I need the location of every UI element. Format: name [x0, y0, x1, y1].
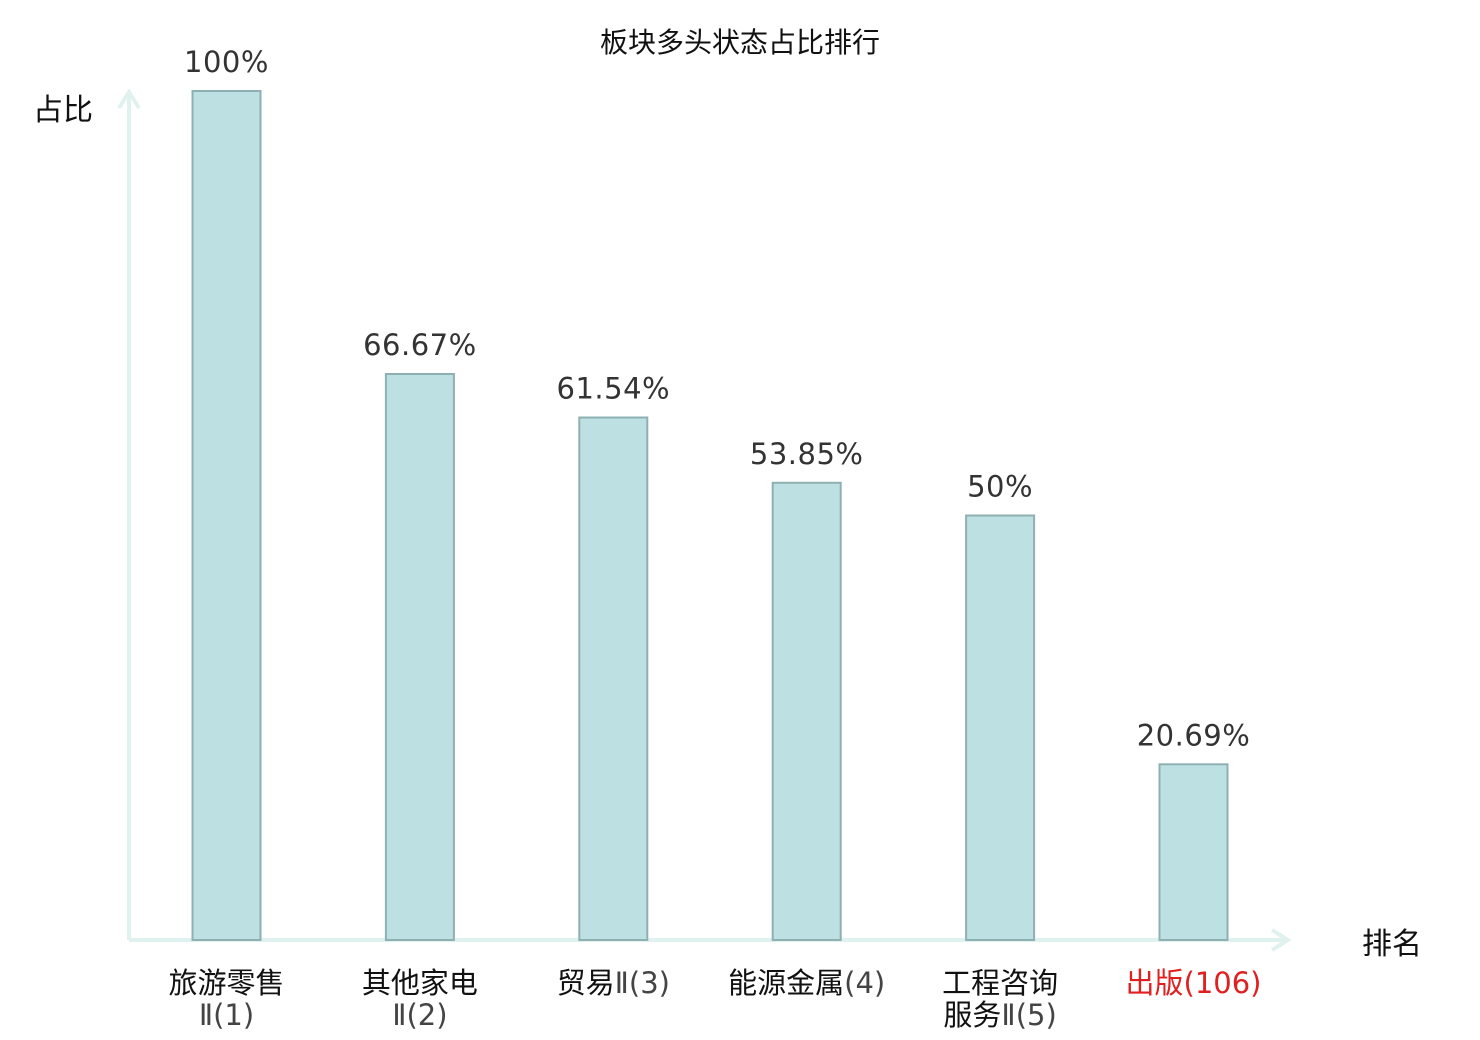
bar	[1158, 763, 1229, 941]
category-label: Ⅱ(1)	[199, 998, 254, 1032]
value-labels-group: 100% 66.67% 61.54% 53.85% 50% 20.69%	[184, 45, 1250, 752]
bar-value-label: 100%	[184, 45, 269, 79]
bar-value-label: 50%	[967, 470, 1033, 504]
category-name: 出版	[1126, 966, 1184, 1000]
category-label: 其他家电	[362, 966, 478, 1000]
bar	[965, 514, 1036, 941]
category-rank: Ⅱ(5)	[1001, 998, 1056, 1032]
bar	[384, 373, 455, 941]
x-axis-arrow	[1270, 928, 1292, 952]
category-rank: Ⅱ(1)	[199, 998, 254, 1032]
category-rank: Ⅱ(2)	[392, 998, 447, 1032]
category-rank: (106)	[1184, 966, 1262, 1000]
bar	[771, 481, 842, 941]
bar-value-label: 53.85%	[750, 437, 864, 471]
category-label: 能源金属(4)	[728, 966, 885, 1000]
category-name: 能源金属	[728, 966, 844, 1000]
category-label: 旅游零售	[168, 966, 284, 1000]
bar-value-label: 61.54%	[557, 372, 671, 406]
bar-value-label: 20.69%	[1137, 718, 1251, 752]
chart-title: 板块多头状态占比排行	[600, 26, 880, 59]
bar	[191, 90, 262, 941]
category-label: 出版(106)	[1126, 966, 1262, 1000]
category-label: 工程咨询	[942, 966, 1058, 1000]
y-axis-arrow	[117, 88, 141, 110]
category-label: 服务Ⅱ(5)	[943, 998, 1056, 1032]
category-label: 贸易Ⅱ(3)	[557, 966, 670, 1000]
category-name: 旅游零售	[168, 966, 284, 1000]
category-name: 服务	[943, 998, 1001, 1032]
category-name: 其他家电	[362, 966, 478, 1000]
axes	[117, 88, 1292, 952]
x-axis-label: 排名	[1362, 927, 1422, 962]
category-name: 工程咨询	[942, 966, 1058, 1000]
category-rank: (4)	[844, 966, 885, 1000]
bars-group	[191, 90, 1229, 941]
category-rank: Ⅱ(3)	[615, 966, 670, 1000]
bar-value-label: 66.67%	[363, 328, 477, 362]
y-axis-label: 占比	[33, 93, 93, 128]
category-name: 贸易	[557, 966, 615, 1000]
category-label: Ⅱ(2)	[392, 998, 447, 1032]
bar	[578, 416, 649, 941]
